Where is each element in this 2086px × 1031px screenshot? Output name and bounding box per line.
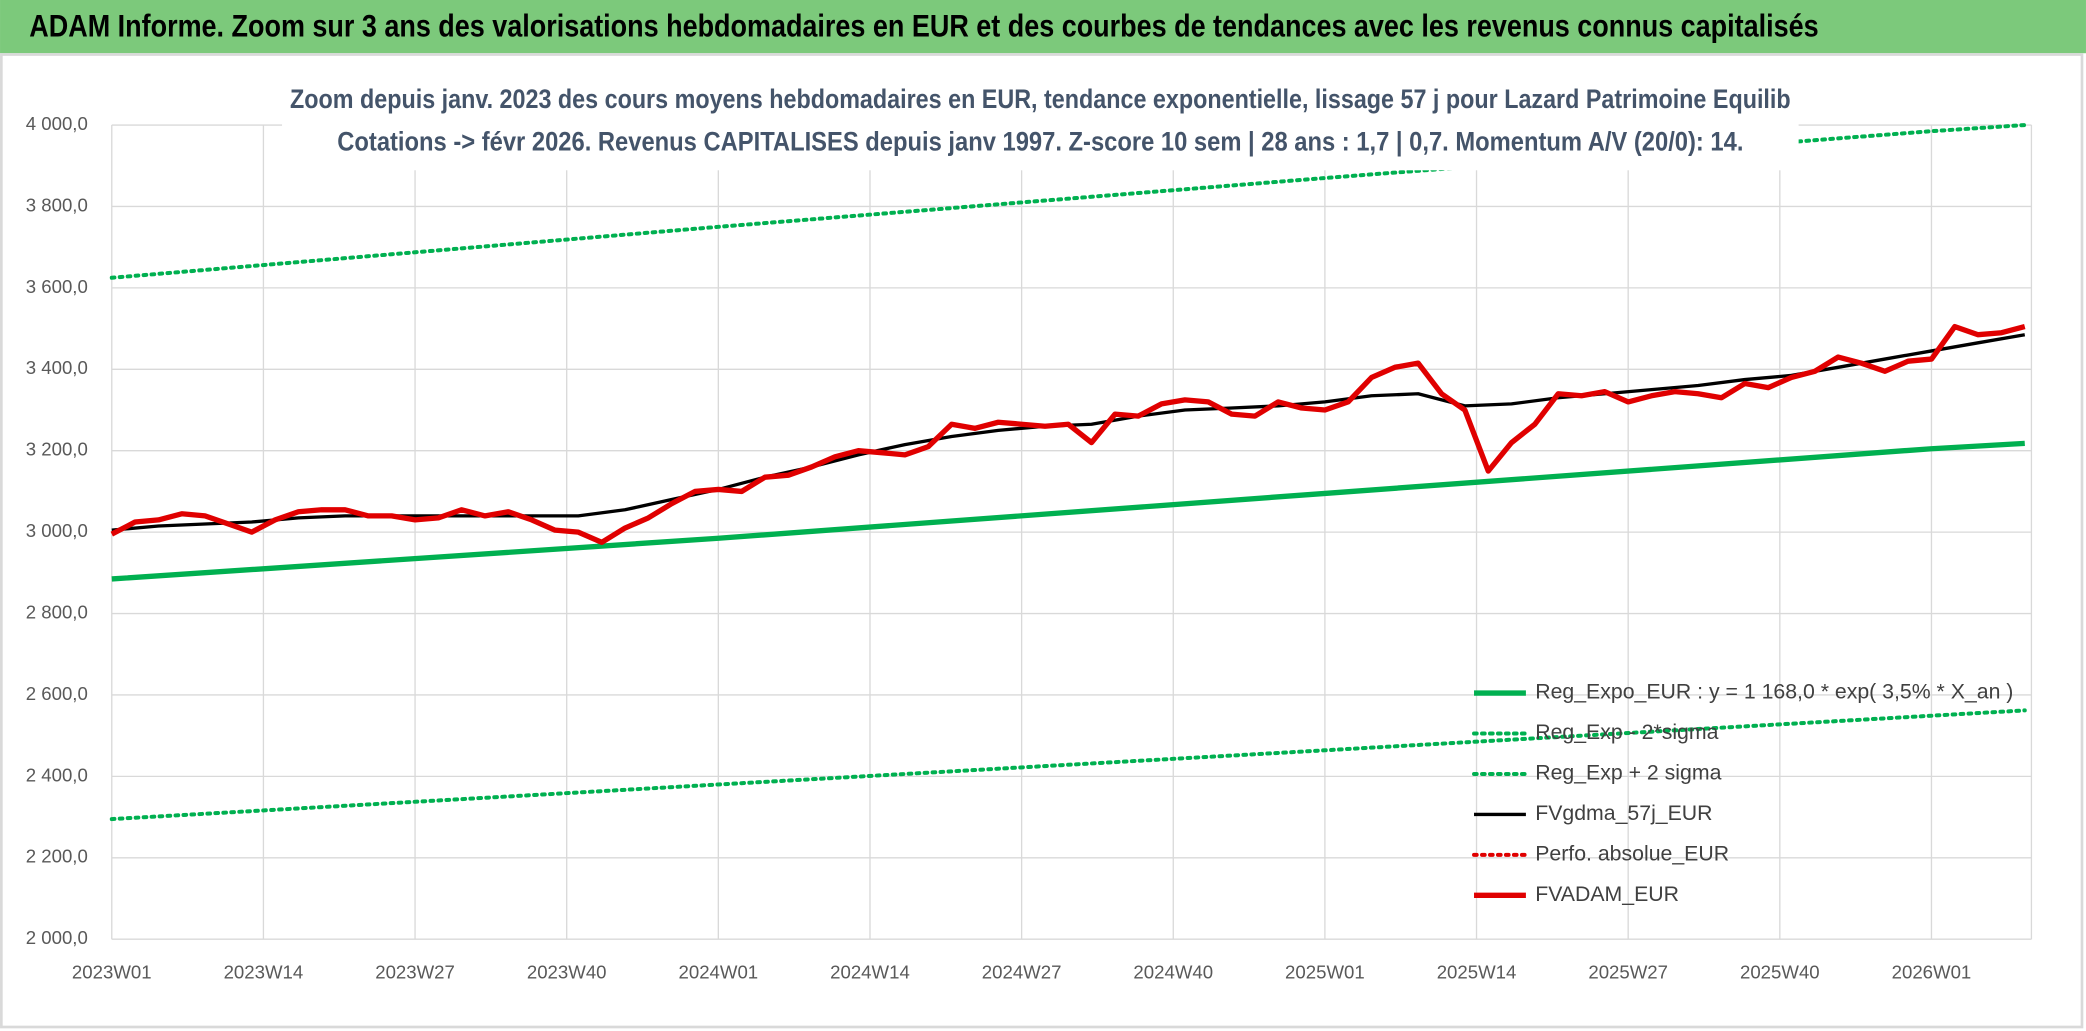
legend-label: Reg_Exp - 2*sigma: [1535, 720, 1718, 744]
legend-label: Reg_Exp + 2 sigma: [1535, 761, 1721, 785]
chart-frame: [0, 53, 2084, 1029]
x-tick-label: 2024W27: [982, 962, 1062, 983]
legend-label: Reg_Expo_EUR : y = 1 168,0 * exp( 3,5% *…: [1535, 680, 2013, 704]
x-tick-label: 2025W14: [1437, 962, 1517, 983]
y-tick-label: 3 000,0: [26, 520, 88, 541]
x-tick-label: 2025W01: [1285, 962, 1365, 983]
legend-label: Perfo. absolue_EUR: [1535, 841, 1729, 865]
y-tick-label: 2 400,0: [26, 764, 88, 785]
y-tick-label: 2 600,0: [26, 683, 88, 704]
subtitle-box: [282, 77, 1799, 171]
y-tick-label: 3 400,0: [26, 357, 88, 378]
x-tick-label: 2023W14: [224, 962, 304, 983]
y-tick-label: 3 600,0: [26, 276, 88, 297]
plot-area: 2 000,0 2 200,0 2 400,0 2 600,0 2 800,0 3 000…: [26, 113, 2033, 983]
legend-label: FVADAM_EUR: [1535, 882, 1679, 906]
y-tick-label: 2 200,0: [26, 846, 88, 867]
header-band: [0, 0, 2086, 54]
series-line: [111, 440, 2025, 582]
y-tick-label: 3 200,0: [26, 439, 88, 460]
x-tick-label: 2023W01: [72, 962, 152, 983]
x-tick-label: 2024W40: [1133, 962, 1213, 983]
x-tick-label: 2024W14: [830, 962, 910, 983]
y-tick-label: 4 000,0: [26, 113, 88, 134]
x-tick-label: 2025W27: [1588, 962, 1668, 983]
series-line: [109, 708, 2027, 822]
x-tick-label: 2023W27: [375, 962, 455, 983]
y-tick-label: 2 000,0: [26, 927, 88, 948]
x-tick-label: 2023W40: [527, 962, 607, 983]
series-line: [109, 123, 2027, 280]
chart-subtitle: Zoom depuis janv. 2023 des cours moyens …: [290, 84, 1791, 114]
legend: Reg_Expo_EUR : y = 1 168,0 * exp( 3,5% *…: [1472, 680, 2013, 906]
x-tick-label: 2024W01: [679, 962, 759, 983]
chart-subtitle: Cotations -> févr 2026. Revenus CAPITALI…: [337, 127, 1743, 157]
y-tick-label: 3 800,0: [26, 194, 88, 215]
series-line: [110, 323, 2026, 546]
x-tick-label: 2026W01: [1892, 962, 1972, 983]
y-tick-label: 2 800,0: [26, 601, 88, 622]
x-tick-label: 2025W40: [1740, 962, 1820, 983]
chart-title: ADAM Informe. Zoom sur 3 ans des valoris…: [29, 7, 1818, 43]
legend-label: FVgdma_57j_EUR: [1535, 801, 1712, 825]
